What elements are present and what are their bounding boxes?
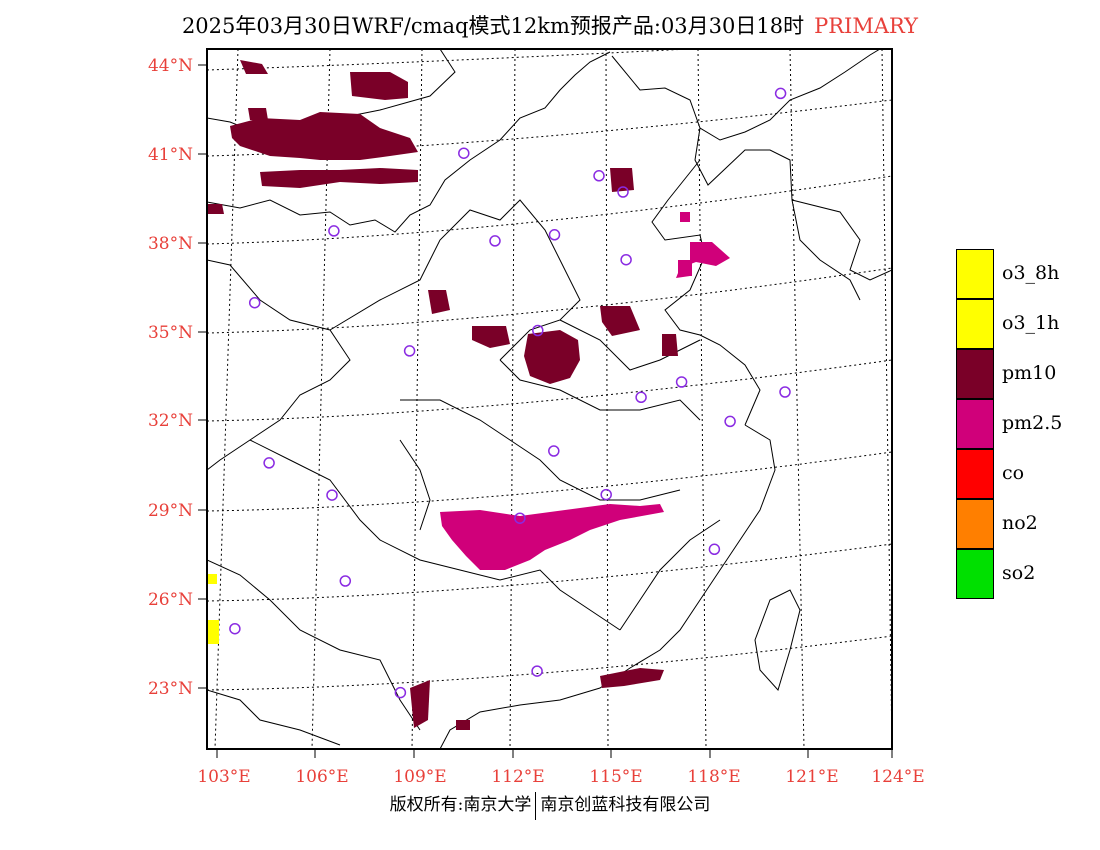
station-marker bbox=[724, 415, 736, 428]
lat-labels: 44°N 41°N 38°N 35°N 32°N 29°N 26°N 23°N bbox=[148, 56, 193, 699]
legend-swatch bbox=[956, 549, 994, 599]
station-marker bbox=[328, 225, 340, 237]
station-marker bbox=[708, 543, 721, 556]
station-marker bbox=[514, 512, 526, 524]
pm25-plumes bbox=[440, 212, 730, 570]
lat-tick-marks bbox=[198, 64, 207, 689]
legend-label: o3_8h bbox=[1002, 262, 1060, 284]
station-marker bbox=[779, 386, 791, 398]
lat-label-23: 23°N bbox=[148, 679, 193, 699]
station-marker bbox=[248, 296, 261, 309]
station-marker bbox=[532, 324, 544, 337]
legend-swatch bbox=[956, 349, 994, 399]
lat-label-26: 26°N bbox=[148, 590, 193, 610]
lon-label-103: 103°E bbox=[197, 767, 250, 787]
station-marker bbox=[339, 575, 352, 587]
lat-label-32: 32°N bbox=[148, 411, 193, 431]
legend-label: pm2.5 bbox=[1002, 412, 1063, 434]
station-marker bbox=[394, 686, 407, 699]
legend-label: no2 bbox=[1002, 512, 1038, 534]
map-frame bbox=[206, 48, 893, 750]
station-marker bbox=[600, 488, 612, 501]
legend-label: o3_1h bbox=[1002, 312, 1060, 334]
station-marker bbox=[593, 170, 605, 182]
primary-tag: PRIMARY bbox=[814, 14, 919, 38]
lon-label-106: 106°E bbox=[295, 767, 348, 787]
lon-tick-marks bbox=[216, 749, 893, 758]
lon-label-112: 112°E bbox=[491, 767, 544, 787]
lon-label-121: 121°E bbox=[785, 767, 838, 787]
copyright-footer: 版权所有:南京大学 南京创蓝科技有限公司 bbox=[0, 790, 1100, 820]
legend-label: co bbox=[1002, 462, 1025, 484]
lon-label-109: 109°E bbox=[393, 767, 446, 787]
station-marker bbox=[548, 445, 560, 457]
station-marker bbox=[635, 391, 647, 404]
legend-swatch bbox=[956, 499, 994, 549]
station-marker bbox=[229, 622, 241, 635]
lat-label-35: 35°N bbox=[148, 323, 193, 343]
station-marker bbox=[326, 489, 338, 501]
legend-swatch bbox=[956, 299, 994, 349]
lat-label-41: 41°N bbox=[148, 145, 193, 165]
station-marker bbox=[675, 376, 688, 388]
pm10-plumes bbox=[208, 60, 678, 730]
station-marker bbox=[620, 253, 632, 266]
station-marker bbox=[489, 235, 501, 247]
graticule bbox=[207, 49, 892, 749]
lat-label-44: 44°N bbox=[148, 56, 193, 76]
copyright-left: 版权所有:南京大学 bbox=[389, 795, 532, 815]
station-marker bbox=[458, 147, 470, 159]
legend-label: pm10 bbox=[1002, 362, 1057, 384]
monitoring-stations bbox=[229, 87, 791, 699]
station-marker bbox=[263, 457, 275, 469]
copyright-right: 南京创蓝科技有限公司 bbox=[540, 795, 711, 815]
lon-labels: 103°E 106°E 109°E 112°E 115°E 118°E 121°… bbox=[197, 767, 924, 787]
station-marker bbox=[617, 186, 629, 198]
station-marker bbox=[548, 229, 561, 241]
footer-divider bbox=[535, 791, 537, 820]
o3-patches bbox=[207, 574, 219, 644]
lat-label-38: 38°N bbox=[148, 234, 193, 254]
station-marker bbox=[774, 87, 787, 100]
legend-swatch bbox=[956, 449, 994, 499]
map-title: 2025年03月30日WRF/cmaq模式12km预报产品:03月30日18时 P… bbox=[0, 10, 1100, 40]
legend-swatch bbox=[956, 249, 994, 299]
legend-swatch bbox=[956, 399, 994, 449]
lon-label-124: 124°E bbox=[871, 767, 924, 787]
legend-label: so2 bbox=[1002, 562, 1036, 584]
station-marker bbox=[403, 345, 416, 357]
lon-label-115: 115°E bbox=[589, 767, 642, 787]
station-marker bbox=[531, 665, 543, 677]
lon-label-118: 118°E bbox=[687, 767, 740, 787]
lat-label-29: 29°N bbox=[148, 501, 193, 521]
title-text: 2025年03月30日WRF/cmaq模式12km预报产品:03月30日18时 bbox=[181, 14, 805, 38]
